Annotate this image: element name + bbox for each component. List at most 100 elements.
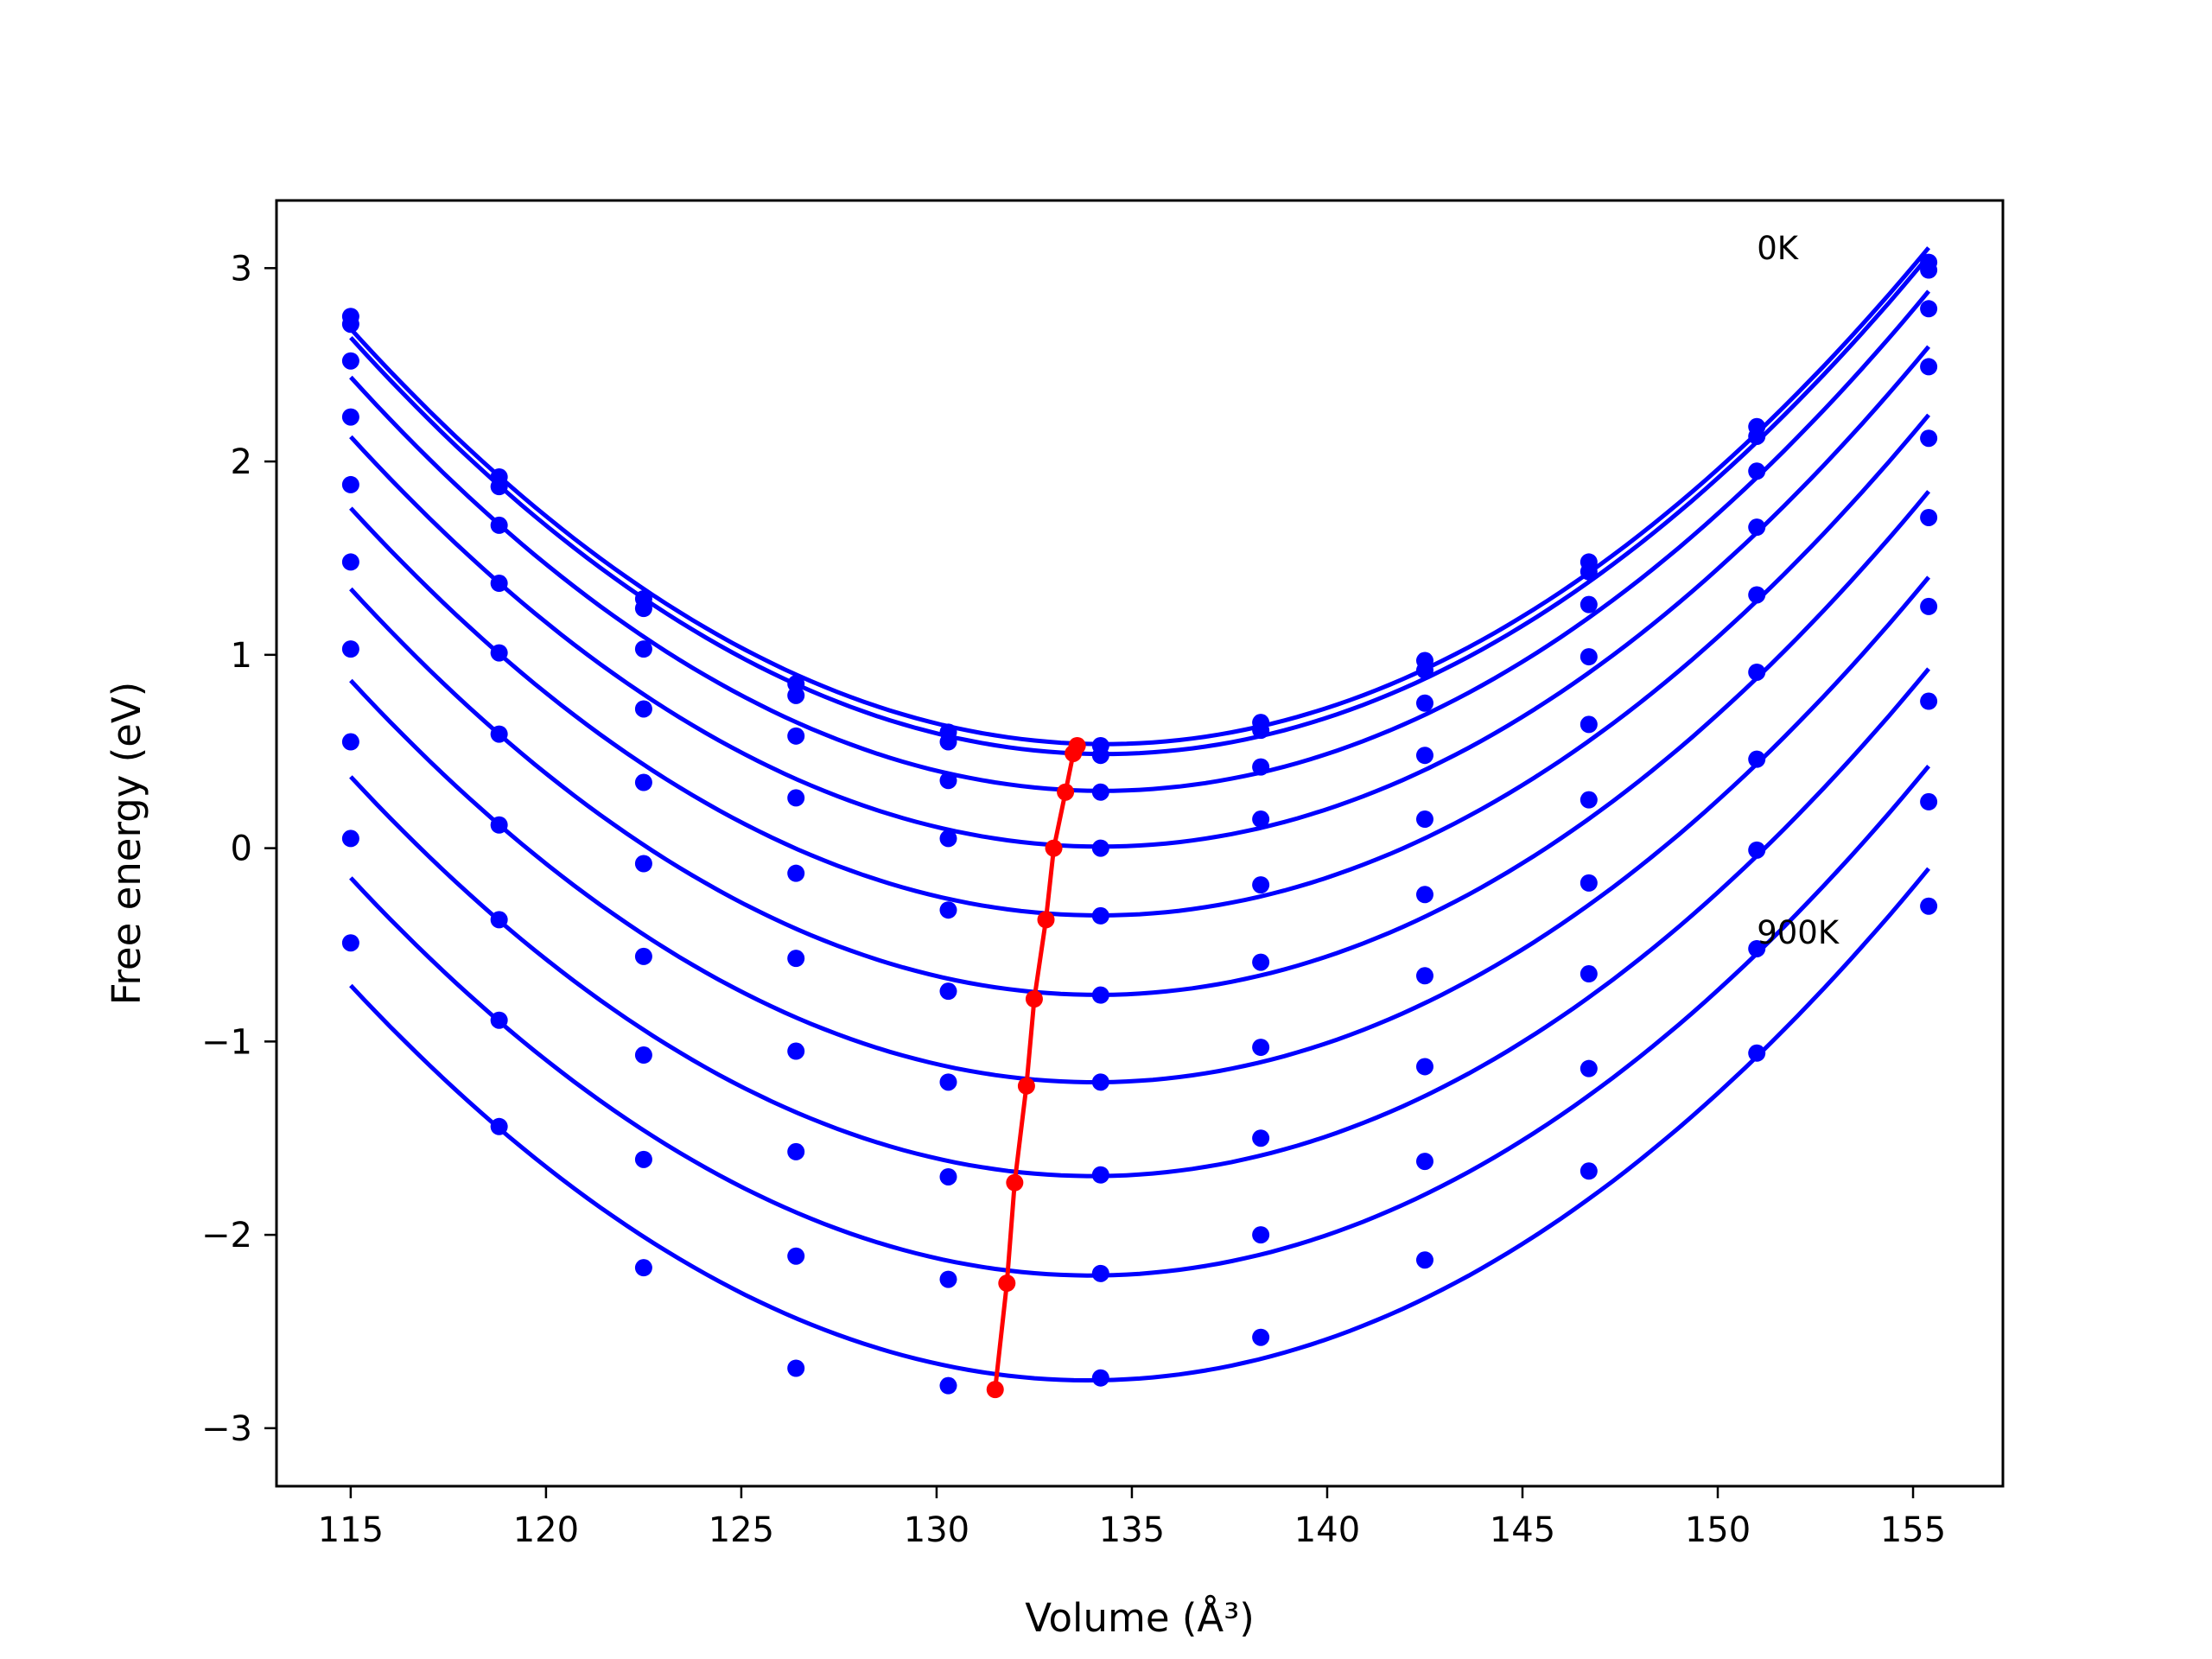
minimum-point [1037, 911, 1055, 929]
data-point [1748, 663, 1766, 681]
data-point [1920, 429, 1938, 448]
data-point [1748, 750, 1766, 768]
data-point [1252, 953, 1270, 971]
data-point [1748, 841, 1766, 859]
plot-area: 0K 900K [341, 230, 1938, 1399]
data-point [1091, 747, 1109, 765]
data-point [1415, 747, 1433, 765]
data-point [787, 1142, 805, 1160]
data-point [1580, 1162, 1598, 1180]
data-point [787, 686, 805, 704]
data-point [1920, 261, 1938, 279]
y-tick-label: −1 [201, 1022, 252, 1062]
data-point [1252, 876, 1270, 894]
data-point [1415, 1058, 1433, 1076]
data-point [787, 950, 805, 968]
data-point [1415, 810, 1433, 829]
data-point [1415, 1251, 1433, 1269]
x-tick-label: 140 [1294, 1510, 1360, 1550]
data-point [490, 725, 508, 743]
data-point [939, 1270, 957, 1288]
fit-curve-2 [349, 289, 1931, 793]
data-point [1091, 839, 1109, 857]
data-point [1580, 595, 1598, 613]
fit-curve-1 [349, 254, 1931, 757]
y-tick-label: 1 [231, 636, 252, 676]
data-point [1252, 721, 1270, 740]
data-point [634, 700, 652, 718]
data-point [634, 947, 652, 965]
data-point [1580, 791, 1598, 809]
minimum-point [1006, 1173, 1024, 1192]
data-point [1415, 661, 1433, 679]
data-point [1252, 1129, 1270, 1147]
data-point [341, 934, 359, 952]
data-point [1091, 986, 1109, 1004]
data-point [1580, 874, 1598, 892]
data-point [787, 864, 805, 882]
data-point [341, 553, 359, 571]
data-point [1252, 1328, 1270, 1346]
data-point [341, 475, 359, 493]
data-point [1920, 300, 1938, 318]
data-point [1920, 692, 1938, 710]
data-point [490, 1117, 508, 1135]
data-point [787, 1247, 805, 1265]
data-point [1415, 886, 1433, 904]
data-point [341, 733, 359, 751]
data-point [1920, 597, 1938, 615]
data-point [939, 1167, 957, 1185]
x-tick-label: 135 [1099, 1510, 1165, 1550]
fit-curve-7 [349, 667, 1931, 1179]
data-point [634, 1046, 652, 1065]
data-point [490, 911, 508, 929]
data-point [1920, 358, 1938, 376]
plot-frame [275, 199, 2005, 1488]
data-point [787, 1359, 805, 1377]
x-tick-label: 120 [513, 1510, 579, 1550]
axes: 115 120 125 130 135 140 145 150 155 3 2 1 0 −1 −2 −3 [201, 249, 1946, 1550]
x-tick-label: 130 [904, 1510, 969, 1550]
data-point [939, 733, 957, 751]
data-point [490, 478, 508, 496]
fit-curve-9 [349, 867, 1931, 1383]
data-point [1748, 1044, 1766, 1062]
data-point [1920, 508, 1938, 526]
minimum-point [1045, 839, 1063, 857]
fit-curve-0 [349, 246, 1931, 747]
data-point [1252, 758, 1270, 776]
y-tick-label: −3 [201, 1409, 252, 1449]
data-point [341, 640, 359, 658]
data-point [634, 773, 652, 791]
data-point [1091, 906, 1109, 925]
fit-curve-6 [349, 575, 1931, 1084]
data-point [1252, 1039, 1270, 1057]
data-point [1091, 1073, 1109, 1091]
data-point [634, 855, 652, 873]
y-tick-label: −2 [201, 1216, 252, 1255]
data-point [490, 516, 508, 534]
data-point [634, 600, 652, 618]
data-point [787, 789, 805, 807]
data-point [341, 830, 359, 848]
minimum-point [1025, 990, 1043, 1008]
data-point [1091, 1369, 1109, 1387]
data-point [787, 727, 805, 745]
y-tick-label: 2 [231, 442, 252, 482]
data-point [490, 1011, 508, 1029]
x-axis-title: Volume (Å³) [1025, 1595, 1255, 1641]
data-point [939, 1073, 957, 1091]
annotation-label: 0K [1757, 230, 1800, 267]
minimum-line [993, 744, 1079, 1390]
fit-curve-3 [349, 345, 1931, 849]
data-point [939, 1376, 957, 1395]
data-point [1091, 783, 1109, 801]
data-point [1580, 1059, 1598, 1077]
minimum-point [1065, 744, 1083, 762]
data-point [1920, 897, 1938, 915]
data-point [490, 644, 508, 662]
minimum-point [1017, 1077, 1035, 1095]
y-axis-title: Free energy (eV) [104, 682, 149, 1005]
